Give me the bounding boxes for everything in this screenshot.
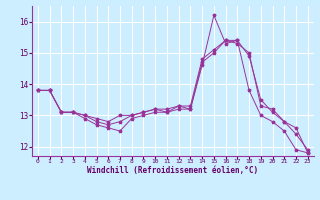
- X-axis label: Windchill (Refroidissement éolien,°C): Windchill (Refroidissement éolien,°C): [87, 166, 258, 175]
